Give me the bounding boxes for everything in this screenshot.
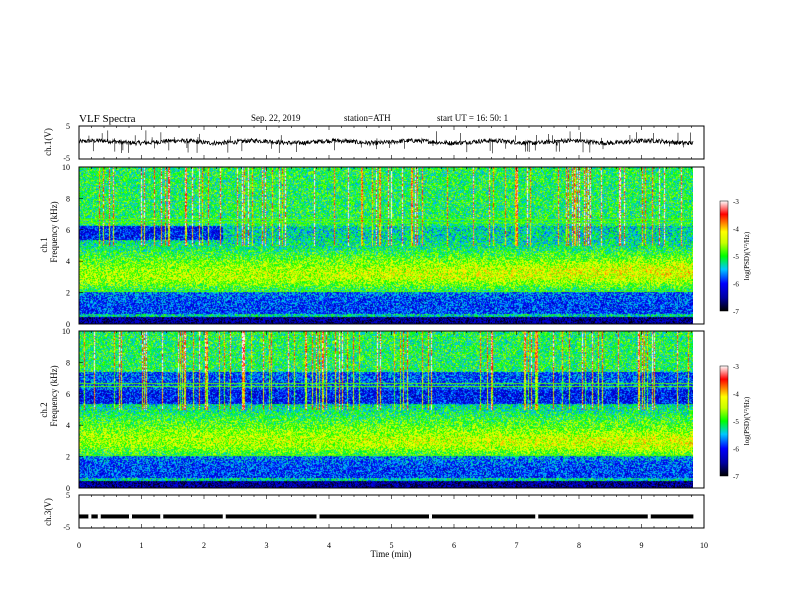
x-tick-label-8: 8 [577, 541, 581, 550]
x-tick-label-2: 2 [202, 541, 206, 550]
x-tick-label-10: 10 [700, 541, 708, 550]
ch3-gap-6 [429, 514, 432, 519]
ch1-spectrogram-channel-label: ch.1 [39, 237, 49, 252]
x-tick-label-4: 4 [327, 541, 331, 550]
ch3-gap-3 [160, 514, 164, 519]
colorbar2-tick-3: -6 [733, 446, 739, 454]
ch2-colorbar-label: log(PSD)(V²/Hz) [743, 396, 751, 445]
spec1-ytick-4: 8 [66, 194, 70, 203]
ch3-waveform-ylabel: ch.3(V) [43, 498, 53, 526]
ch1-waveform-ylabel: ch.1(V) [43, 128, 53, 156]
colorbar2-tick-1: -4 [733, 391, 739, 399]
colorbar2-tick-4: -7 [733, 473, 739, 481]
start-time-label: start UT = 16: 50: 1 [437, 113, 509, 123]
x-tick-label-6: 6 [452, 541, 456, 550]
ch3-level-band [79, 514, 694, 519]
ch3-gap-1 [97, 514, 101, 519]
ch1-spectrogram-image [79, 167, 693, 324]
x-axis-label: Time (min) [371, 549, 412, 559]
spec1-ytick-0: 0 [66, 320, 70, 329]
ch1-colorbar-ticks: -3 -4 -5 -6 -7 [733, 198, 739, 316]
ch1-colorbar-label: log(PSD)(V²/Hz) [743, 231, 751, 280]
ch3-gap-8 [647, 514, 651, 519]
ch3-gap-7 [535, 514, 539, 519]
spec1-ytick-2: 4 [66, 257, 70, 266]
ch2-spectrogram-image [79, 331, 693, 488]
spec1-ytick-1: 2 [66, 289, 70, 298]
x-tick-label-3: 3 [265, 541, 269, 550]
ch2-colorbar [719, 365, 729, 477]
spec2-ytick-1: 2 [66, 453, 70, 462]
ch1-waveform-spikes [88, 130, 691, 154]
ch2-spectrogram-ylabel: Frequency (kHz) [49, 365, 59, 426]
colorbar1-tick-2: -5 [733, 253, 739, 261]
ch3-gap-4 [222, 514, 226, 519]
ch1-ytick-bottom: -5 [63, 154, 70, 163]
x-tick-label-1: 1 [140, 541, 144, 550]
ch2-spectrogram-yticks: 0 2 4 6 8 10 [62, 327, 83, 493]
colorbar1-tick-4: -7 [733, 308, 739, 316]
spec2-ytick-3: 6 [66, 390, 70, 399]
spec2-ytick-4: 8 [66, 358, 70, 367]
colorbar1-tick-1: -4 [733, 226, 739, 234]
colorbar1-tick-3: -6 [733, 281, 739, 289]
spec2-ytick-2: 4 [66, 421, 70, 430]
ch3-waveform-line [79, 514, 694, 519]
ch3-ytick-top: 5 [66, 491, 70, 500]
x-tick-label-7: 7 [515, 541, 519, 550]
x-tick-label-0: 0 [77, 541, 81, 550]
ch3-gap-5 [316, 514, 320, 519]
spec2-ytick-5: 10 [62, 327, 70, 336]
ch2-spectrogram-channel-label: ch.2 [39, 402, 49, 417]
ch2-colorbar-ticks: -3 -4 -5 -6 -7 [733, 363, 739, 481]
date-label: Sep. 22, 2019 [251, 113, 301, 123]
spec2-ytick-0: 0 [66, 484, 70, 493]
ch1-spectrogram-yticks: 0 2 4 6 8 10 [62, 163, 83, 329]
x-axis-tick-labels: 0 1 2 3 4 5 6 7 8 9 10 [77, 541, 708, 550]
spec1-ytick-3: 6 [66, 226, 70, 235]
spec1-ytick-5: 10 [62, 163, 70, 172]
x-tick-label-5: 5 [390, 541, 394, 550]
colorbar2-tick-0: -3 [733, 363, 739, 371]
x-tick-label-9: 9 [640, 541, 644, 550]
chart-title: VLF Spectra [79, 113, 136, 125]
ch1-spectrogram-ylabel: Frequency (kHz) [49, 201, 59, 262]
colorbar2-tick-2: -5 [733, 418, 739, 426]
ch1-waveform-line [78, 137, 694, 147]
station-label: station=ATH [344, 113, 391, 123]
ch3-gap-0 [88, 514, 92, 519]
ch1-ytick-top: 5 [66, 122, 70, 131]
x-axis-ticks [78, 126, 705, 528]
ch1-colorbar [719, 200, 729, 312]
colorbar1-tick-0: -3 [733, 198, 739, 206]
ch3-ytick-bottom: -5 [63, 523, 70, 532]
ch3-waveform-frame [78, 494, 705, 529]
ch3-waveform-panel: 5 -5 ch.3(V) [43, 491, 705, 532]
ch3-gap-2 [129, 514, 132, 519]
ch1-waveform-panel: 5 -5 ch.1(V) [43, 122, 705, 163]
